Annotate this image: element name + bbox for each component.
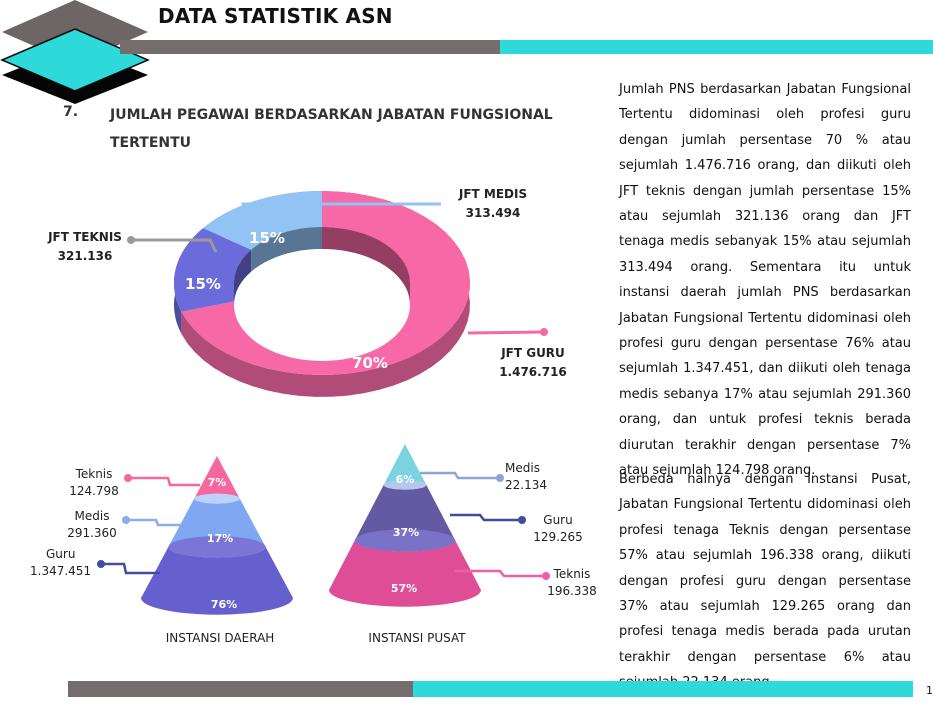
section-number: 7. — [63, 104, 79, 120]
donut-percent-jft-guru: 70% — [352, 354, 388, 372]
donut-label-guru: JFT GURU 1.476.716 — [490, 344, 576, 382]
pusat-label-guru-value: 129.265 — [533, 530, 583, 544]
section-title: JUMLAH PEGAWAI BERDASARKAN JABATAN FUNGS… — [110, 107, 553, 151]
donut-inner-wall — [251, 227, 322, 272]
pusat-label-guru-name: Guru — [543, 513, 573, 527]
donut-label-medis-name: JFT MEDIS — [458, 187, 528, 201]
donut-chart-jft: 70% 15% 15% — [127, 191, 548, 397]
daerah-chart-title: INSTANSI DAERAH — [165, 631, 275, 645]
daerah-callout-guru-dot — [97, 560, 105, 568]
daerah-callout-guru — [101, 562, 160, 575]
donut-slice-jft-teknis — [174, 228, 252, 312]
donut-label-guru-name: JFT GURU — [501, 346, 565, 360]
pusat-label-teknis: Teknis 196.338 — [544, 566, 600, 600]
donut-percent-jft-medis: 15% — [249, 229, 285, 247]
daerah-callout-teknis — [128, 476, 200, 487]
pusat-cone-rim-teknis — [354, 529, 456, 552]
donut-label-teknis: JFT TEKNIS 321.136 — [42, 228, 128, 266]
daerah-cone-layer-teknis — [194, 456, 240, 504]
pusat-label-medis-value: 22.134 — [505, 478, 547, 492]
donut-callout-medis — [241, 202, 441, 234]
pusat-label-teknis-value: 196.338 — [547, 584, 597, 598]
donut-callout-guru-dot — [540, 328, 548, 336]
donut-inner-wall — [234, 249, 252, 305]
daerah-cone-rim-medis — [194, 493, 240, 504]
pusat-label-medis-name: Medis — [505, 461, 540, 475]
cone-charts: 7% 17% 76% 6% 37% 57% — [97, 444, 550, 615]
header-logo — [0, 0, 150, 104]
daerah-callout-medis — [126, 518, 182, 527]
pusat-cone-layer-teknis — [329, 540, 481, 607]
page-title: DATA STATISTIK ASN — [158, 4, 393, 28]
footer-bar-gray — [68, 681, 414, 697]
donut-percent-jft-teknis: 15% — [185, 275, 221, 293]
daerah-label-guru: Guru 1.347.451 — [30, 546, 100, 580]
donut-label-teknis-value: 321.136 — [57, 249, 113, 263]
daerah-label-medis-value: 291.360 — [67, 526, 117, 540]
donut-callout-guru — [467, 330, 545, 335]
daerah-label-teknis-name: Teknis — [75, 467, 113, 481]
donut-inner-wall — [322, 227, 410, 305]
daerah-callout-teknis-dot — [124, 474, 132, 482]
paragraph-1: Jumlah PNS berdasarkan Jabatan Fungsiona… — [619, 82, 911, 479]
pusat-cone-rim-guru — [383, 480, 427, 490]
pusat-callout-teknis-dot — [542, 572, 550, 580]
header-bar-gray — [120, 40, 502, 54]
donut-callout-teknis-dot — [127, 236, 135, 244]
daerah-cone-layer-guru — [141, 546, 293, 615]
donut-callout-teknis — [131, 238, 218, 253]
pusat-callout-medis — [420, 471, 500, 480]
pusat-callout-medis-dot — [496, 474, 504, 482]
daerah-label-medis: Medis 291.360 — [58, 508, 126, 542]
pusat-label-teknis-name: Teknis — [553, 567, 591, 581]
donut-label-teknis-name: JFT TEKNIS — [48, 230, 122, 244]
pusat-percent-guru: 37% — [393, 526, 419, 539]
paragraph-2: Berbeda halnya dengan Instansi Pusat, Ja… — [619, 472, 911, 690]
donut-label-medis: JFT MEDIS 313.494 — [448, 185, 538, 223]
donut-label-medis-value: 313.494 — [465, 206, 521, 220]
logo-cyan-diamond — [0, 28, 150, 92]
donut-hole — [234, 249, 410, 361]
daerah-label-teknis: Teknis 124.798 — [60, 466, 128, 500]
pusat-callout-teknis — [455, 569, 546, 578]
daerah-cone-rim-guru — [168, 536, 266, 558]
header-bar-cyan — [500, 40, 933, 54]
daerah-percent-teknis: 7% — [208, 476, 227, 489]
pusat-cone-layer-medis — [383, 444, 427, 490]
daerah-label-teknis-value: 124.798 — [69, 484, 119, 498]
page-number: 1 — [926, 684, 933, 697]
pusat-label-medis: Medis 22.134 — [505, 460, 555, 494]
daerah-label-guru-value: 1.347.451 — [30, 564, 92, 578]
pusat-callout-guru-dot — [518, 516, 526, 524]
pusat-callout-guru — [450, 513, 522, 522]
daerah-percent-guru: 76% — [211, 598, 237, 611]
pusat-percent-medis: 6% — [396, 473, 415, 486]
daerah-percent-medis: 17% — [207, 532, 233, 545]
footer-bar-cyan — [413, 681, 913, 697]
daerah-callout-medis-dot — [122, 516, 130, 524]
pusat-percent-teknis: 57% — [391, 582, 417, 595]
donut-slice-jft-medis — [203, 191, 322, 250]
daerah-label-guru-name: Guru — [46, 547, 76, 561]
pusat-chart-title: INSTANSI PUSAT — [368, 631, 466, 645]
daerah-label-medis-name: Medis — [74, 509, 110, 523]
donut-label-guru-value: 1.476.716 — [499, 365, 567, 379]
pusat-label-guru: Guru 129.265 — [528, 512, 588, 546]
